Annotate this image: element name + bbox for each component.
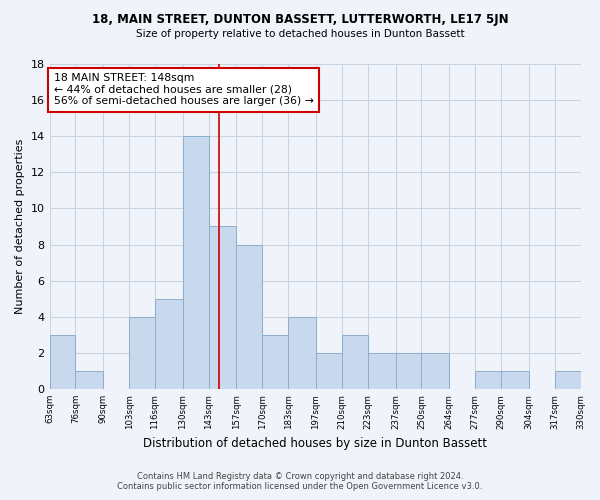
Bar [554,371,581,389]
Bar [288,316,316,389]
Bar [316,353,342,389]
Text: 18, MAIN STREET, DUNTON BASSETT, LUTTERWORTH, LE17 5JN: 18, MAIN STREET, DUNTON BASSETT, LUTTERW… [92,12,508,26]
Bar [395,353,421,389]
Bar [236,244,262,389]
Bar [129,316,155,389]
Bar [76,371,103,389]
Bar [475,371,501,389]
Y-axis label: Number of detached properties: Number of detached properties [15,139,25,314]
X-axis label: Distribution of detached houses by size in Dunton Bassett: Distribution of detached houses by size … [143,437,487,450]
Bar [421,353,449,389]
Text: Contains HM Land Registry data © Crown copyright and database right 2024.
Contai: Contains HM Land Registry data © Crown c… [118,472,482,491]
Text: 18 MAIN STREET: 148sqm
← 44% of detached houses are smaller (28)
56% of semi-det: 18 MAIN STREET: 148sqm ← 44% of detached… [53,73,313,106]
Bar [183,136,209,389]
Text: Size of property relative to detached houses in Dunton Bassett: Size of property relative to detached ho… [136,29,464,39]
Bar [501,371,529,389]
Bar [368,353,395,389]
Bar [262,335,288,389]
Bar [342,335,368,389]
Bar [209,226,236,389]
Bar [155,298,183,389]
Bar [50,335,76,389]
